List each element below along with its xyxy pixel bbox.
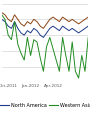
Western Asia [72, 41, 73, 43]
EU [20, 23, 22, 25]
EU [11, 21, 12, 22]
Western Asia [27, 37, 28, 38]
North America [14, 21, 15, 22]
North America [59, 30, 60, 31]
Western Asia [68, 71, 70, 72]
EU [72, 19, 73, 20]
Western Asia [75, 71, 76, 72]
North America [65, 28, 66, 29]
EU [84, 19, 86, 20]
North America [30, 32, 31, 34]
EU [33, 19, 34, 20]
Western Asia [8, 34, 9, 36]
Western Asia [49, 37, 50, 38]
Western Asia [17, 44, 18, 45]
Western Asia [88, 37, 89, 38]
North America [11, 28, 12, 29]
EU [40, 25, 41, 27]
Line: North America: North America [2, 19, 88, 37]
Western Asia [78, 77, 79, 79]
North America [81, 30, 82, 31]
Western Asia [24, 59, 25, 61]
EU [59, 21, 60, 22]
Western Asia [20, 53, 22, 54]
Western Asia [65, 55, 66, 56]
North America [43, 37, 44, 38]
North America [88, 25, 89, 27]
North America [46, 32, 47, 34]
EU [24, 25, 25, 27]
EU [65, 19, 66, 20]
North America [17, 28, 18, 29]
EU [14, 14, 15, 16]
EU [17, 19, 18, 20]
North America [8, 25, 9, 27]
Western Asia [11, 39, 12, 40]
EU [68, 21, 70, 22]
EU [46, 23, 47, 25]
North America [75, 30, 76, 31]
Western Asia [59, 71, 60, 72]
Legend: North America, Western Asia: North America, Western Asia [0, 103, 90, 108]
North America [72, 28, 73, 29]
North America [1, 19, 2, 20]
Western Asia [56, 59, 57, 61]
North America [27, 30, 28, 31]
EU [88, 16, 89, 18]
Western Asia [1, 14, 2, 16]
EU [8, 19, 9, 20]
North America [56, 28, 57, 29]
North America [62, 25, 63, 27]
North America [4, 21, 6, 22]
EU [49, 19, 50, 20]
EU [52, 16, 54, 18]
EU [75, 21, 76, 22]
Line: EU: EU [2, 13, 88, 28]
North America [20, 32, 22, 34]
EU [78, 23, 79, 25]
Western Asia [52, 48, 54, 49]
North America [49, 28, 50, 29]
North America [84, 28, 86, 29]
North America [40, 34, 41, 36]
Line: Western Asia: Western Asia [2, 15, 88, 78]
Western Asia [62, 37, 63, 38]
EU [56, 19, 57, 20]
EU [1, 12, 2, 13]
EU [62, 16, 63, 18]
EU [43, 28, 44, 29]
Western Asia [30, 55, 31, 56]
EU [4, 14, 6, 16]
North America [78, 32, 79, 34]
Western Asia [46, 46, 47, 47]
North America [36, 30, 38, 31]
North America [24, 34, 25, 36]
EU [81, 21, 82, 22]
Western Asia [4, 19, 6, 20]
Western Asia [81, 55, 82, 56]
Western Asia [43, 71, 44, 72]
EU [30, 23, 31, 25]
EU [36, 21, 38, 22]
North America [33, 28, 34, 29]
North America [68, 30, 70, 31]
Western Asia [40, 57, 41, 58]
EU [27, 21, 28, 22]
Western Asia [33, 39, 34, 40]
Western Asia [84, 71, 86, 72]
Western Asia [36, 41, 38, 43]
North America [52, 25, 54, 27]
Western Asia [14, 21, 15, 22]
